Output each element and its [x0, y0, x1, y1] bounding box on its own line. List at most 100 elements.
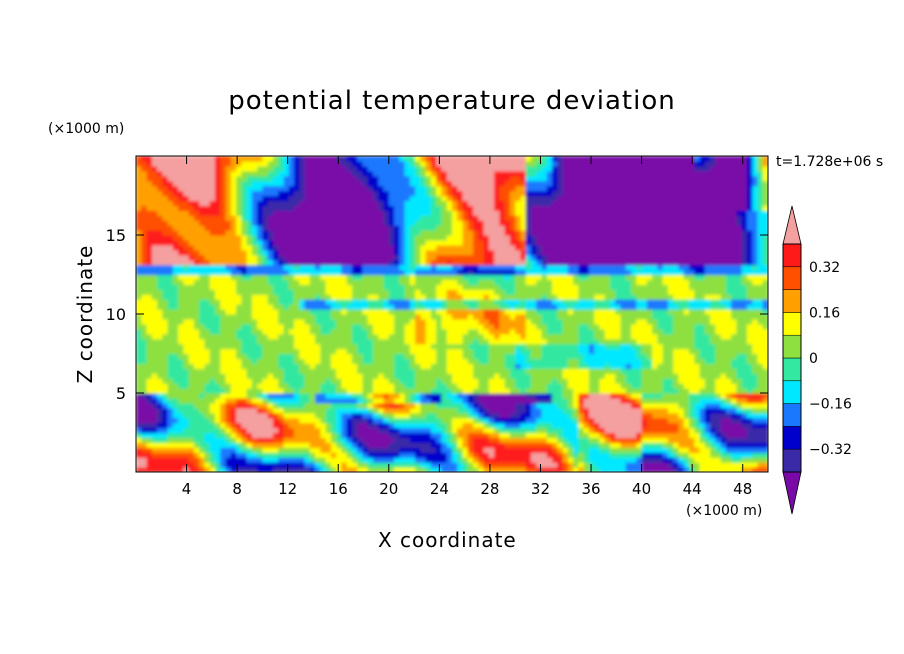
field-cell — [188, 388, 195, 394]
field-cell — [230, 328, 237, 335]
field-cell — [162, 422, 169, 429]
field-cell — [241, 407, 248, 414]
field-cell — [541, 185, 548, 192]
field-cell — [162, 235, 169, 241]
field-cell — [415, 388, 421, 394]
field-cell — [446, 397, 453, 404]
field-cell — [415, 314, 421, 320]
field-cell — [404, 442, 411, 448]
field-cell — [299, 170, 306, 177]
field-cell — [425, 358, 432, 364]
field-cell — [188, 269, 195, 276]
field-cell — [462, 190, 469, 197]
field-cell — [246, 452, 253, 458]
field-cell — [536, 417, 543, 424]
field-cell — [525, 457, 532, 463]
field-cell — [509, 175, 516, 182]
field-cell — [473, 200, 479, 206]
field-cell — [288, 388, 295, 394]
field-cell — [136, 279, 142, 285]
field-cell — [436, 274, 443, 281]
field-cell — [478, 156, 485, 162]
field-cell — [436, 175, 443, 182]
field-cell — [467, 427, 474, 434]
field-cell — [315, 437, 321, 443]
field-cell — [446, 452, 453, 458]
field-cell — [283, 452, 290, 458]
field-cell — [325, 220, 332, 226]
field-cell — [320, 200, 327, 206]
field-cell — [151, 318, 158, 325]
field-cell — [183, 388, 190, 394]
field-cell — [146, 244, 153, 251]
field-cell — [162, 239, 169, 246]
field-cell — [367, 259, 374, 266]
field-cell — [209, 417, 216, 424]
field-cell — [278, 343, 285, 350]
field-cell — [162, 259, 169, 266]
field-cell — [415, 358, 421, 364]
field-cell — [509, 452, 516, 458]
field-cell — [525, 417, 532, 424]
field-cell — [362, 210, 369, 216]
field-cell — [299, 190, 306, 197]
field-cell — [236, 220, 242, 226]
field-cell — [209, 259, 216, 266]
field-cell — [436, 402, 443, 409]
field-cell — [315, 368, 321, 374]
field-cell — [141, 289, 148, 295]
field-cell — [436, 304, 443, 310]
field-cell — [378, 353, 385, 360]
field-cell — [320, 333, 327, 340]
field-cell — [541, 432, 548, 439]
field-cell — [141, 452, 148, 458]
field-cell — [415, 378, 421, 384]
field-cell — [473, 457, 479, 463]
field-cell — [499, 175, 506, 182]
field-cell — [193, 156, 200, 162]
field-cell — [172, 235, 179, 241]
field-cell — [262, 314, 269, 320]
field-cell — [462, 358, 469, 364]
field-cell — [215, 397, 221, 404]
field-cell — [462, 289, 469, 295]
field-cell — [162, 269, 169, 276]
field-cell — [193, 160, 200, 167]
field-cell — [488, 318, 495, 325]
field-cell — [436, 373, 443, 379]
field-cell — [157, 412, 163, 419]
field-cell — [294, 299, 300, 305]
field-cell — [494, 363, 500, 369]
field-cell — [488, 368, 495, 374]
field-cell — [388, 373, 395, 379]
field-cell — [362, 427, 369, 434]
field-cell — [388, 259, 395, 266]
field-cell — [209, 368, 216, 374]
field-cell — [241, 215, 248, 221]
field-cell — [436, 393, 443, 399]
field-cell — [294, 447, 300, 453]
field-cell — [483, 289, 490, 295]
field-cell — [230, 442, 237, 448]
field-cell — [225, 284, 232, 290]
field-cell — [457, 220, 464, 226]
field-cell — [546, 457, 553, 463]
field-cell — [494, 190, 500, 197]
field-cell — [320, 378, 327, 384]
field-cell — [304, 353, 311, 360]
field-cell — [278, 427, 285, 434]
field-cell — [420, 210, 427, 216]
field-cell — [488, 358, 495, 364]
field-cell — [357, 259, 364, 266]
field-cell — [441, 373, 448, 379]
field-cell — [251, 314, 258, 320]
field-cell — [499, 353, 506, 360]
field-cell — [499, 333, 506, 340]
field-cell — [478, 269, 485, 276]
field-cell — [399, 348, 406, 355]
field-cell — [467, 353, 474, 360]
field-cell — [373, 407, 379, 414]
field-cell — [262, 397, 269, 404]
field-cell — [251, 343, 258, 350]
field-cell — [262, 289, 269, 295]
